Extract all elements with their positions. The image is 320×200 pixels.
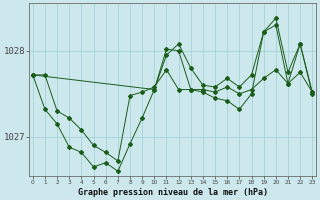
X-axis label: Graphe pression niveau de la mer (hPa): Graphe pression niveau de la mer (hPa) xyxy=(77,188,268,197)
